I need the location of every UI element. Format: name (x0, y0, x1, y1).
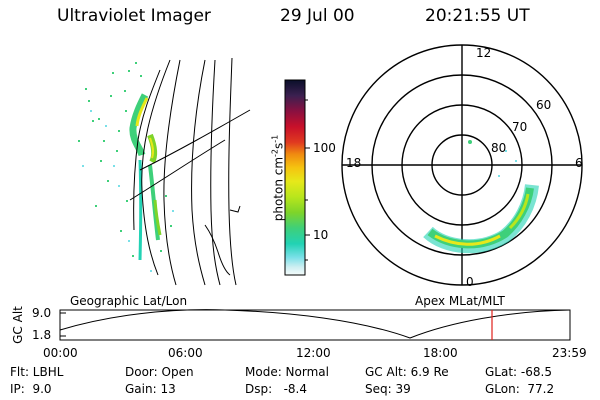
polar-plot (341, 44, 583, 286)
instrument-title: Ultraviolet Imager (57, 6, 211, 26)
glat-info: GLat: -68.5 (485, 365, 552, 379)
gain-info: Gain: 13 (125, 382, 176, 396)
mlt-label-18: 18 (346, 156, 362, 170)
colorbar-unit-label: photon cm-2s-1 (270, 134, 286, 222)
lat-label-70: 70 (512, 120, 528, 134)
date-label: 29 Jul 00 (280, 6, 355, 26)
mlt-label-6: 6 (575, 156, 583, 170)
colorbar-tick-100: 100 (313, 141, 336, 155)
ytick-9: 9.0 (32, 306, 52, 320)
seq-info: Seq: 39 (365, 382, 411, 396)
ip-info: IP: 9.0 (10, 382, 52, 396)
xtick-1200: 12:00 (296, 346, 331, 360)
aurora-oval (423, 140, 539, 254)
geographic-image (78, 57, 251, 286)
colorbar-tick-10: 10 (313, 228, 329, 242)
lat-label-80: 80 (491, 141, 507, 155)
dsp-info: Dsp: -8.4 (245, 382, 308, 396)
mlt-label-0: 0 (466, 275, 474, 289)
glon-info: GLon: 77.2 (485, 382, 555, 396)
xtick-0000: 00:00 (43, 346, 78, 360)
mlt-label-12: 12 (476, 46, 492, 60)
lat-label-60: 60 (536, 98, 552, 112)
xtick-2359: 23:59 (552, 346, 587, 360)
colorbar (284, 79, 310, 276)
xtick-1800: 18:00 (423, 346, 458, 360)
gc-alt-ylabel: GC Alt (11, 306, 25, 344)
mode-info: Mode: Normal (245, 365, 329, 379)
geographic-label: Geographic Lat/Lon (70, 294, 188, 308)
noise-dots (78, 62, 172, 257)
time-label: 20:21:55 UT (425, 6, 530, 26)
door-info: Door: Open (125, 365, 194, 379)
apex-label: Apex MLat/MLT (415, 294, 505, 308)
gc-alt-info: GC Alt: 6.9 Re (365, 365, 449, 379)
filter-info: Flt: LBHL (10, 365, 64, 379)
xtick-0600: 06:00 (168, 346, 203, 360)
altitude-strip (59, 309, 571, 341)
ytick-1-8: 1.8 (32, 328, 52, 342)
